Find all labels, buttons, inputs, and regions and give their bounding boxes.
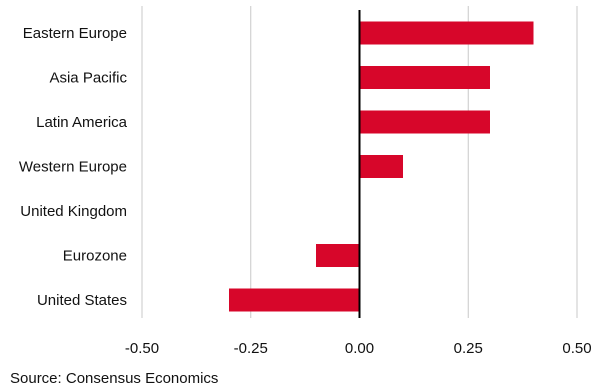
bar-western-europe xyxy=(359,155,403,178)
category-label: Western Europe xyxy=(19,159,127,176)
x-tick-label: -0.25 xyxy=(234,340,268,357)
x-tick-labels: -0.50 -0.25 0.00 0.25 0.50 xyxy=(125,340,592,357)
bar-latin-america xyxy=(359,110,490,134)
category-label: Eurozone xyxy=(63,248,127,265)
x-tick-label: 0.25 xyxy=(454,340,483,357)
category-label: Eastern Europe xyxy=(23,25,127,42)
x-tick-label: 0.50 xyxy=(562,340,591,357)
gridlines xyxy=(141,6,578,318)
bar-eastern-europe xyxy=(359,21,534,45)
category-label: United Kingdom xyxy=(20,203,127,220)
category-label: United States xyxy=(37,292,127,309)
x-tick-label: 0.00 xyxy=(345,340,374,357)
source-note: Source: Consensus Economics xyxy=(10,370,218,387)
x-tick-label: -0.50 xyxy=(125,340,159,357)
category-label: Latin America xyxy=(36,114,128,131)
bars xyxy=(229,21,534,312)
bar-eurozone xyxy=(316,244,360,267)
bar-asia-pacific xyxy=(359,66,490,89)
category-labels: Eastern Europe Asia Pacific Latin America W… xyxy=(19,25,128,309)
category-label: Asia Pacific xyxy=(49,70,127,87)
bar-united-states xyxy=(229,288,360,312)
